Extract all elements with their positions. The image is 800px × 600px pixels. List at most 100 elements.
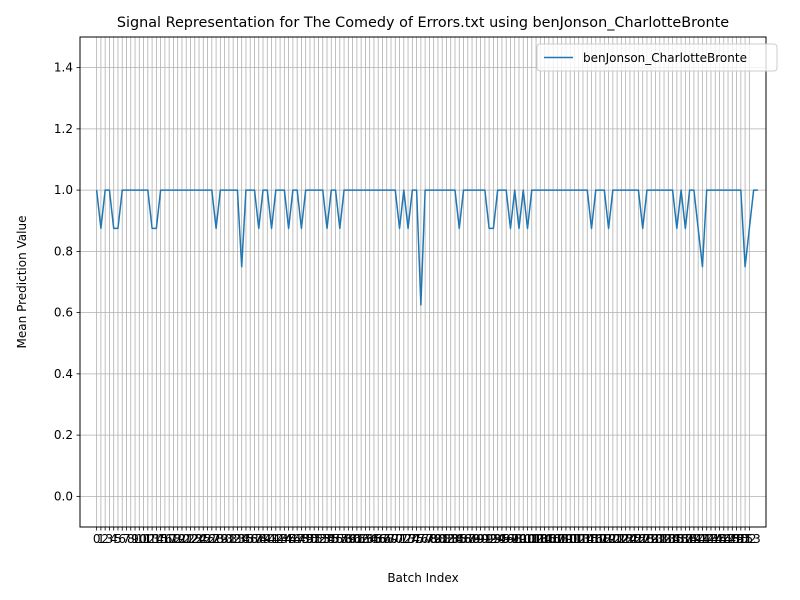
x-tick-label: 82 bbox=[439, 532, 454, 546]
y-tick-label: 1.0 bbox=[54, 183, 73, 197]
x-tick-label: 75 bbox=[409, 532, 424, 546]
series-line bbox=[95, 189, 758, 306]
x-tick-label: 63 bbox=[358, 532, 373, 546]
x-tick-label: 146 bbox=[708, 532, 731, 546]
x-tick-label: 92 bbox=[481, 532, 496, 546]
x-tick-label: 10 bbox=[132, 532, 147, 546]
x-tick-label: 22 bbox=[183, 532, 198, 546]
y-axis-ticks: 0.0 0.2 0.4 0.6 0.8 1.0 1.2 1.4 bbox=[54, 61, 80, 503]
x-axis-ticks: 0123456789101112131415161718192021222324… bbox=[93, 527, 761, 546]
x-tick-label: 137 bbox=[670, 532, 693, 546]
x-tick-label: 11 bbox=[136, 532, 151, 546]
x-tick-label: 69 bbox=[383, 532, 398, 546]
series-layer bbox=[95, 189, 758, 306]
x-tick-label: 45 bbox=[281, 532, 296, 546]
x-tick-label: 107 bbox=[542, 532, 565, 546]
x-tick-label: 121 bbox=[601, 532, 624, 546]
x-tick-label: 8 bbox=[127, 532, 135, 546]
x-tick-label: 120 bbox=[597, 532, 620, 546]
y-tick-label: 0.2 bbox=[54, 428, 73, 442]
x-tick-label: 28 bbox=[208, 532, 223, 546]
x-axis-label: Batch Index bbox=[387, 571, 458, 585]
x-tick-label: 70 bbox=[388, 532, 403, 546]
x-tick-label: 136 bbox=[665, 532, 688, 546]
x-tick-label: 73 bbox=[400, 532, 415, 546]
x-tick-label: 110 bbox=[554, 532, 577, 546]
y-tick-label: 1.2 bbox=[54, 122, 73, 136]
x-tick-label: 113 bbox=[567, 532, 590, 546]
x-tick-label: 35 bbox=[238, 532, 253, 546]
x-tick-label: 66 bbox=[371, 532, 386, 546]
x-tick-label: 131 bbox=[644, 532, 667, 546]
x-tick-label: 33 bbox=[230, 532, 245, 546]
x-tick-label: 71 bbox=[392, 532, 407, 546]
x-tick-label: 122 bbox=[606, 532, 629, 546]
x-tick-label: 26 bbox=[200, 532, 215, 546]
x-tick-label: 39 bbox=[255, 532, 270, 546]
x-tick-label: 60 bbox=[345, 532, 360, 546]
x-tick-label: 3 bbox=[106, 532, 114, 546]
chart-title: Signal Representation for The Comedy of … bbox=[117, 15, 729, 31]
x-tick-label: 56 bbox=[328, 532, 343, 546]
x-tick-label: 0 bbox=[93, 532, 101, 546]
legend: benJonson_CharlotteBronte bbox=[536, 43, 778, 72]
x-tick-label: 2 bbox=[101, 532, 109, 546]
x-tick-label: 16 bbox=[157, 532, 172, 546]
x-tick-label: 90 bbox=[473, 532, 488, 546]
x-tick-label: 74 bbox=[405, 532, 420, 546]
y-tick-label: 0.8 bbox=[54, 244, 73, 258]
x-tick-label: 96 bbox=[499, 532, 514, 546]
x-tick-label: 18 bbox=[166, 532, 181, 546]
x-tick-label: 98 bbox=[507, 532, 522, 546]
x-tick-label: 78 bbox=[422, 532, 437, 546]
x-tick-label: 130 bbox=[640, 532, 663, 546]
x-tick-label: 139 bbox=[678, 532, 701, 546]
x-tick-label: 14 bbox=[149, 532, 164, 546]
x-tick-label: 85 bbox=[452, 532, 467, 546]
x-tick-label: 151 bbox=[729, 532, 752, 546]
x-tick-label: 100 bbox=[512, 532, 535, 546]
x-tick-label: 94 bbox=[490, 532, 505, 546]
x-tick-label: 79 bbox=[426, 532, 441, 546]
plot-area-frame bbox=[79, 36, 767, 528]
x-tick-label: 142 bbox=[691, 532, 714, 546]
x-tick-label: 1 bbox=[97, 532, 105, 546]
x-tick-label: 21 bbox=[179, 532, 194, 546]
x-tick-label: 126 bbox=[623, 532, 646, 546]
x-tick-label: 50 bbox=[302, 532, 317, 546]
x-tick-label: 19 bbox=[170, 532, 185, 546]
x-tick-label: 58 bbox=[336, 532, 351, 546]
x-tick-label: 40 bbox=[260, 532, 275, 546]
x-tick-label: 114 bbox=[572, 532, 595, 546]
x-tick-label: 52 bbox=[311, 532, 326, 546]
x-tick-label: 51 bbox=[307, 532, 322, 546]
x-tick-label: 43 bbox=[272, 532, 287, 546]
x-tick-label: 112 bbox=[563, 532, 586, 546]
x-tick-label: 89 bbox=[469, 532, 484, 546]
x-tick-label: 30 bbox=[217, 532, 232, 546]
x-tick-label: 34 bbox=[234, 532, 249, 546]
x-tick-label: 105 bbox=[533, 532, 556, 546]
x-tick-label: 109 bbox=[550, 532, 573, 546]
x-tick-label: 147 bbox=[712, 532, 735, 546]
x-tick-label: 48 bbox=[294, 532, 309, 546]
x-tick-label: 84 bbox=[447, 532, 462, 546]
x-tick-label: 81 bbox=[435, 532, 450, 546]
x-tick-label: 72 bbox=[396, 532, 411, 546]
x-tick-label: 13 bbox=[144, 532, 159, 546]
x-tick-label: 42 bbox=[268, 532, 283, 546]
x-tick-label: 148 bbox=[717, 532, 740, 546]
x-tick-label: 91 bbox=[477, 532, 492, 546]
x-tick-label: 76 bbox=[413, 532, 428, 546]
x-tick-label: 135 bbox=[661, 532, 684, 546]
x-tick-label: 141 bbox=[687, 532, 710, 546]
x-tick-label: 97 bbox=[503, 532, 518, 546]
x-tick-label: 149 bbox=[721, 532, 744, 546]
x-tick-label: 88 bbox=[464, 532, 479, 546]
x-tick-label: 102 bbox=[520, 532, 543, 546]
x-tick-label: 46 bbox=[285, 532, 300, 546]
x-tick-label: 9 bbox=[131, 532, 139, 546]
x-tick-label: 77 bbox=[417, 532, 432, 546]
x-tick-label: 140 bbox=[682, 532, 705, 546]
